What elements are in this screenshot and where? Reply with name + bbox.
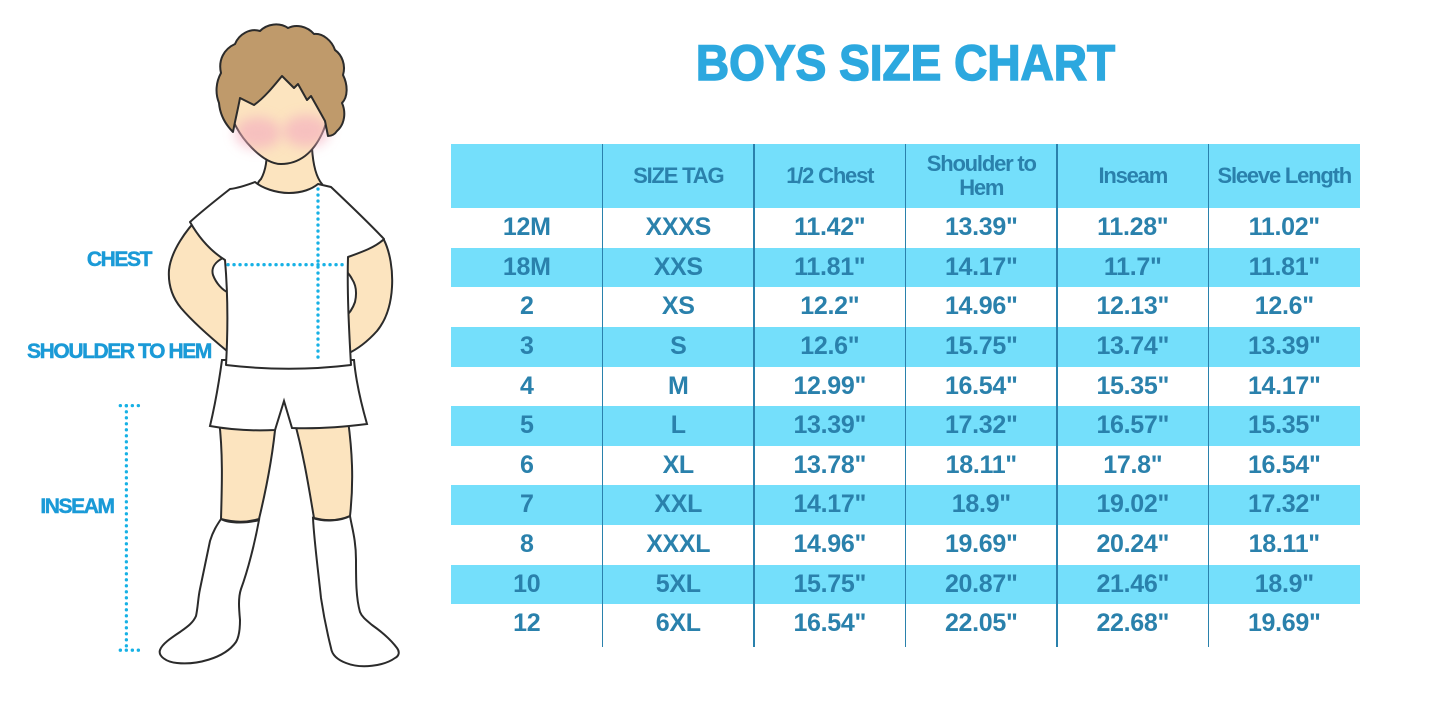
svg-text:CHEST: CHEST: [87, 248, 153, 271]
svg-text:SHOULDER TO HEM: SHOULDER TO HEM: [27, 340, 212, 363]
svg-text:INSEAM: INSEAM: [40, 495, 114, 518]
